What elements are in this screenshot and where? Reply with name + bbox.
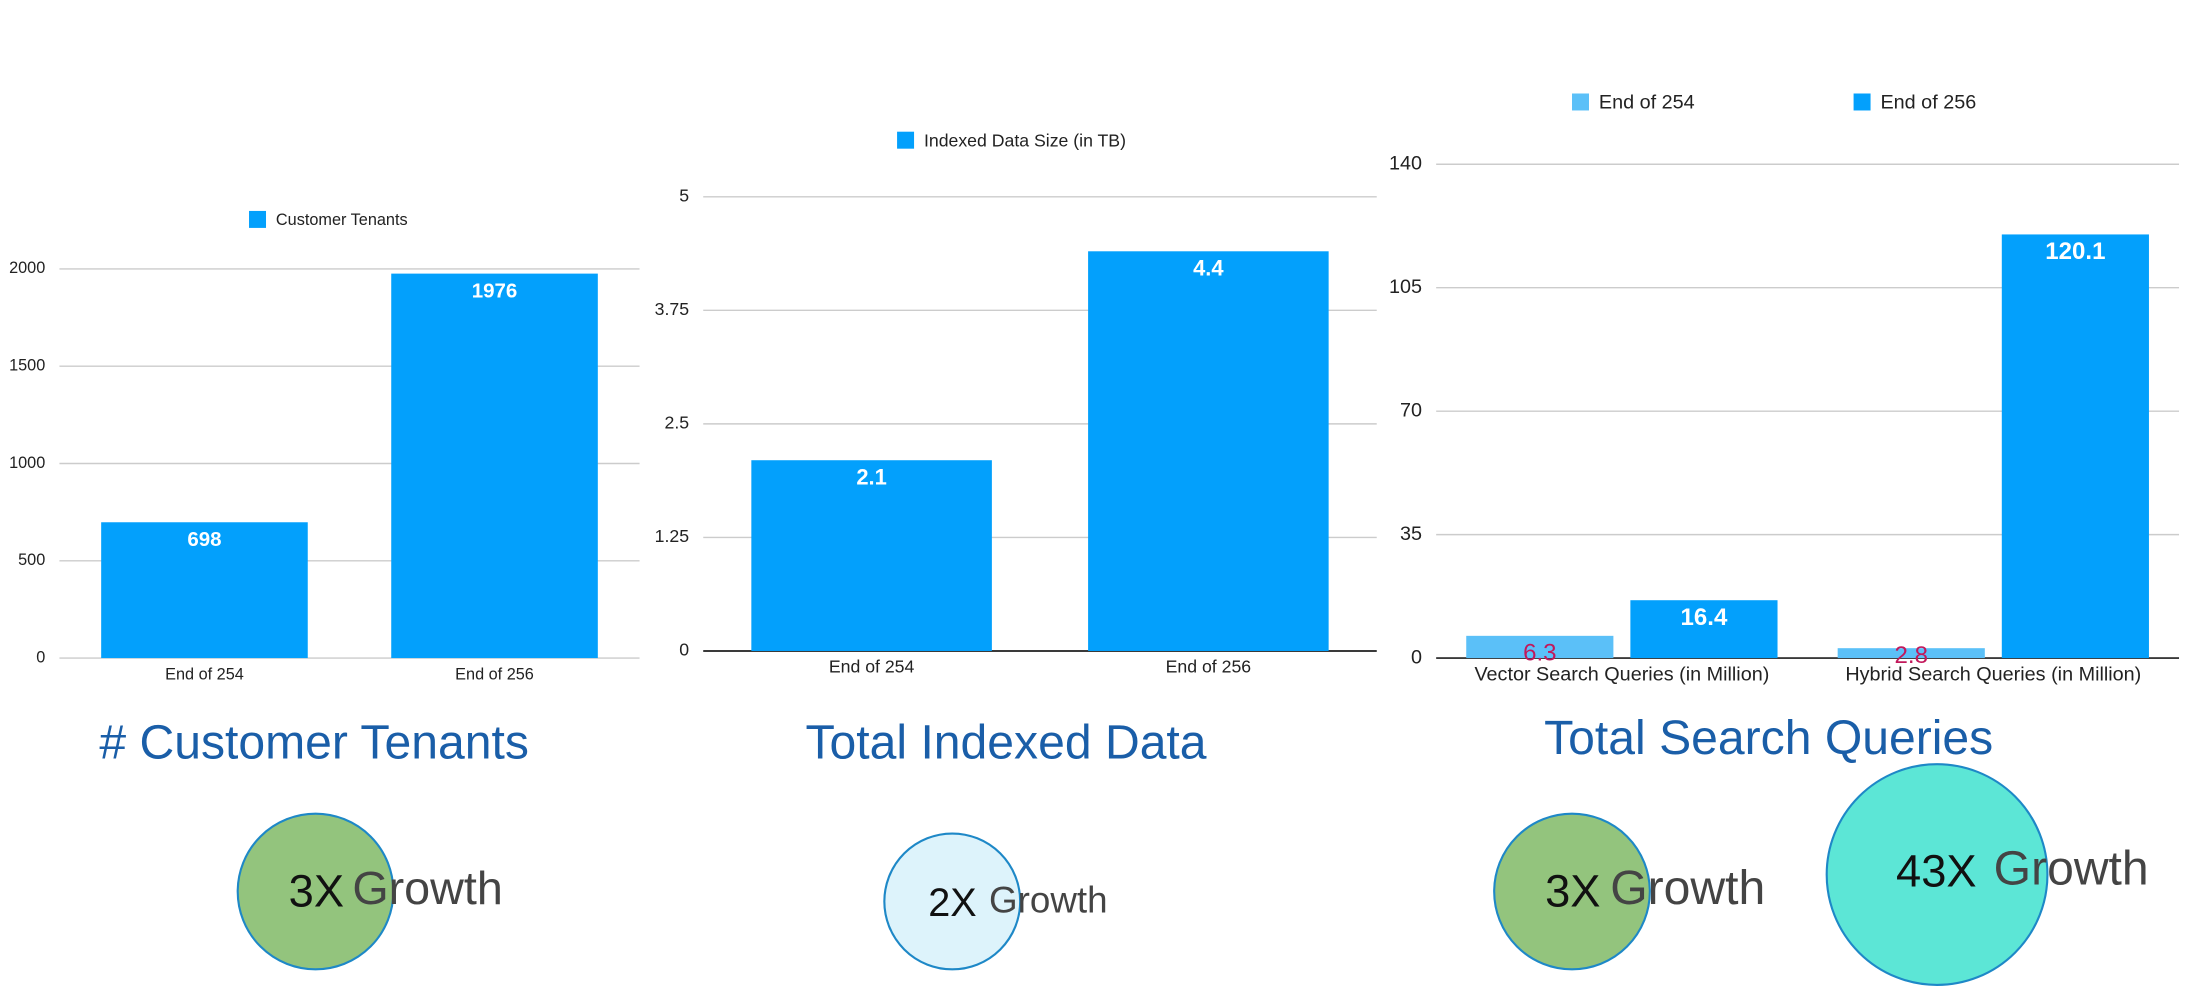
growth-text: Growth	[1610, 861, 1765, 915]
value-label: 4.4	[1193, 255, 1224, 280]
y-tick-label: 500	[18, 551, 45, 569]
bar	[751, 460, 992, 651]
y-tick-label: 1.25	[655, 526, 690, 546]
legend-swatch	[897, 131, 915, 149]
chart-title: Total Indexed Data	[806, 715, 1207, 769]
legend-label: End of 256	[1880, 92, 1976, 114]
x-tick-label: Hybrid Search Queries (in Million)	[1845, 663, 2141, 685]
bar	[1630, 600, 1778, 659]
value-label: 16.4	[1681, 604, 1728, 631]
x-tick-label: End of 256	[1166, 657, 1252, 677]
growth-circle	[1825, 763, 2049, 986]
y-tick-label: 0	[1411, 646, 1422, 668]
legend-swatch	[1572, 93, 1589, 111]
bar	[1466, 635, 1614, 659]
value-label: 120.1	[2045, 238, 2105, 265]
growth-text: Growth	[352, 862, 502, 914]
growth-multiplier: 2X	[928, 881, 976, 925]
x-tick-label: End of 254	[829, 657, 915, 677]
value-label: 6.3	[1523, 640, 1556, 667]
y-tick-label: 5	[679, 185, 689, 205]
y-tick-label: 70	[1400, 399, 1422, 421]
y-tick-label: 35	[1400, 523, 1422, 545]
y-tick-label: 2.5	[665, 413, 690, 433]
value-label: 2.1	[856, 464, 886, 489]
growth-circle	[883, 832, 1022, 971]
growth-circle	[236, 812, 395, 971]
x-tick-label: Vector Search Queries (in Million)	[1474, 663, 1769, 685]
y-tick-label: 0	[36, 648, 45, 666]
legend-swatch	[1853, 93, 1871, 111]
value-label: 2.8	[1895, 642, 1928, 669]
bar	[1837, 648, 1985, 659]
bar	[101, 522, 308, 659]
legend-swatch	[249, 210, 267, 228]
y-tick-label: 2000	[9, 259, 45, 277]
value-label: 698	[187, 528, 221, 551]
value-label: 1976	[472, 279, 518, 302]
chart-title: # Customer Tenants	[99, 715, 529, 769]
y-tick-label: 105	[1389, 276, 1422, 298]
chart-title: Total Search Queries	[1544, 711, 1993, 765]
y-tick-label: 3.75	[655, 299, 690, 319]
x-tick-label: End of 256	[455, 665, 534, 683]
growth-text: Growth	[989, 880, 1108, 921]
bar	[391, 273, 598, 659]
growth-text: Growth	[1994, 841, 2149, 895]
y-tick-label: 140	[1389, 152, 1422, 174]
legend-label: End of 254	[1599, 92, 1695, 114]
growth-multiplier: 3X	[289, 865, 344, 916]
legend-label: Indexed Data Size (in TB)	[924, 130, 1126, 150]
bar	[1088, 251, 1329, 651]
y-tick-label: 1000	[9, 454, 45, 472]
x-tick-label: End of 254	[165, 665, 244, 683]
growth-multiplier: 3X	[1545, 865, 1600, 916]
y-tick-label: 1500	[9, 357, 45, 375]
growth-circle	[1493, 812, 1651, 971]
bar	[2001, 234, 2149, 659]
y-tick-label: 0	[679, 640, 689, 660]
growth-multiplier: 43X	[1896, 845, 1977, 896]
legend-label: Customer Tenants	[276, 211, 408, 229]
